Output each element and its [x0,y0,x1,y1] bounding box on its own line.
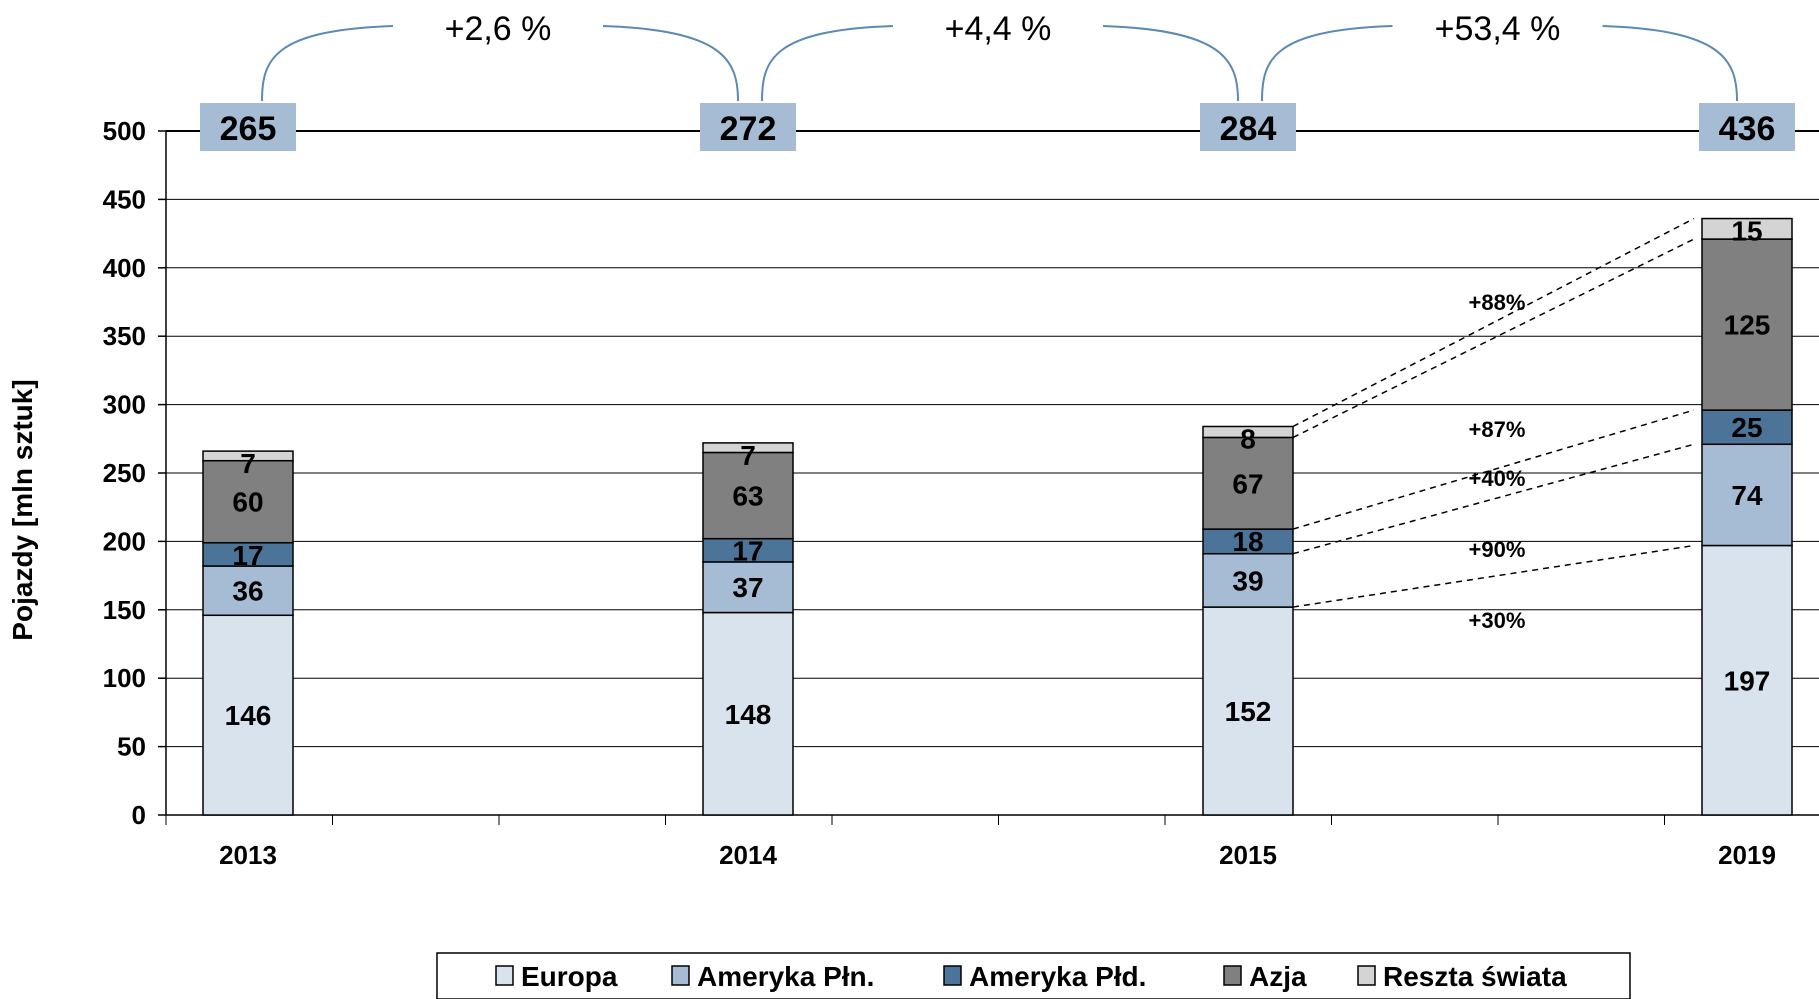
y-tick-label: 400 [103,253,146,283]
bar-segment [202,459,294,544]
segment-growth-label: +40% [1469,466,1526,491]
y-tick-label: 0 [132,800,146,830]
total-label: 436 [1719,110,1776,148]
total-box [200,103,296,151]
x-tick-label: 2019 [1718,840,1776,870]
bar-segment [202,614,294,816]
growth-arc [1261,25,1393,102]
y-tick-label: 300 [103,390,146,420]
bar-segment [1701,544,1793,816]
y-tick-label: 350 [103,321,146,351]
total-label: 284 [1220,110,1277,148]
bar-value-label: 39 [1232,565,1263,596]
legend-swatch [1357,965,1376,986]
segment-growth-label: +30% [1469,608,1526,633]
bar-value-label: 7 [240,448,256,479]
segment-growth-label: +87% [1469,417,1526,442]
bar-value-label: 8 [1240,423,1256,454]
y-tick-label: 500 [103,116,146,146]
bar-segment [1202,528,1294,555]
bar-segment [1202,436,1294,530]
growth-arc [1102,25,1239,102]
bar-value-label: 17 [232,540,263,571]
bar-value-label: 7 [740,440,756,471]
legend-swatch [671,965,690,986]
bar-value-label: 17 [732,536,763,567]
bar-segment [1701,238,1793,411]
trend-dashed-line [1292,217,1695,428]
bar-segment [1701,217,1793,240]
y-tick-label: 250 [103,458,146,488]
x-tick-label: 2015 [1219,840,1277,870]
bar-segment [1202,425,1294,439]
y-axis-title: Pojazdy [mln sztuk] [7,379,38,640]
bar-value-label: 146 [225,700,272,731]
bar-segment [702,561,794,614]
segment-growth-label: +90% [1469,537,1526,562]
total-box [1699,103,1795,151]
trend-dashed-line [1292,544,1695,608]
bar-value-label: 74 [1731,480,1763,511]
bar-segment [1202,552,1294,608]
total-box [1200,103,1296,151]
grid-lines [166,130,1819,748]
annotations: 265 272 284 436 +2,6 % +4,4 % +53,4 % +88% +87% +… [200,10,1795,633]
y-tick-label: 150 [103,595,146,625]
legend-swatch [943,965,962,986]
growth-label: +4,4 % [945,10,1052,48]
legend-swatch [495,965,514,986]
total-label: 265 [220,110,277,148]
y-tick-label: 100 [103,663,146,693]
trend-dashed-line [1292,238,1695,439]
bars: 146 36 17 60 7 148 37 17 63 7 152 39 18 67 8 197 74 25 125… [202,216,1793,816]
growth-label: +2,6 % [445,10,552,48]
growth-arc [1602,25,1738,102]
x-tick-label: 2013 [219,840,277,870]
bar-segment [202,450,294,462]
bar-value-label: 67 [1232,468,1263,499]
bar-value-label: 152 [1225,696,1272,727]
bar-segment [702,451,794,540]
y-tick-label: 50 [117,732,146,762]
bar-value-label: 197 [1724,665,1771,696]
x-tick-label: 2014 [719,840,777,870]
legend-item-label: Ameryka Płn. [697,961,874,992]
bar-value-label: 25 [1731,412,1762,443]
trend-dashed-line [1292,443,1695,555]
legend-item-label: Azja [1249,961,1307,992]
bar-value-label: 60 [232,487,263,518]
growth-arc [761,25,894,102]
bar-value-label: 148 [725,699,772,730]
y-tick-label: 200 [103,526,146,556]
bar-value-label: 18 [1232,526,1263,557]
bar-value-label: 36 [232,576,263,607]
axes: 0 50 100 150 200 250 300 350 400 450 500 2013 2014 20… [103,116,1819,870]
bar-segment [1701,409,1793,446]
growth-label: +53,4 % [1435,10,1561,48]
legend-swatch [1223,965,1242,986]
total-box [700,103,796,151]
legend: Europa Ameryka Płn. Ameryka Płd. Azja Reszta… [436,952,1631,999]
segment-growth-label: +88% [1469,290,1526,315]
legend-item-label: Europa [521,961,618,992]
legend-item-label: Reszta świata [1383,961,1567,992]
legend-box [436,952,1631,999]
bar-segment [702,442,794,454]
total-label: 272 [720,110,777,148]
bar-segment [1202,606,1294,816]
bar-value-label: 125 [1724,310,1771,341]
growth-arc [261,25,394,102]
trend-dashed-line [1292,409,1695,530]
bar-segment [702,611,794,816]
growth-arc [602,25,739,102]
bar-value-label: 63 [732,481,763,512]
bar-value-label: 15 [1731,216,1762,247]
bar-segment [202,565,294,617]
bar-value-label: 37 [732,572,763,603]
y-tick-label: 450 [103,184,146,214]
legend-item-label: Ameryka Płd. [969,961,1146,992]
bar-segment [1701,443,1793,547]
